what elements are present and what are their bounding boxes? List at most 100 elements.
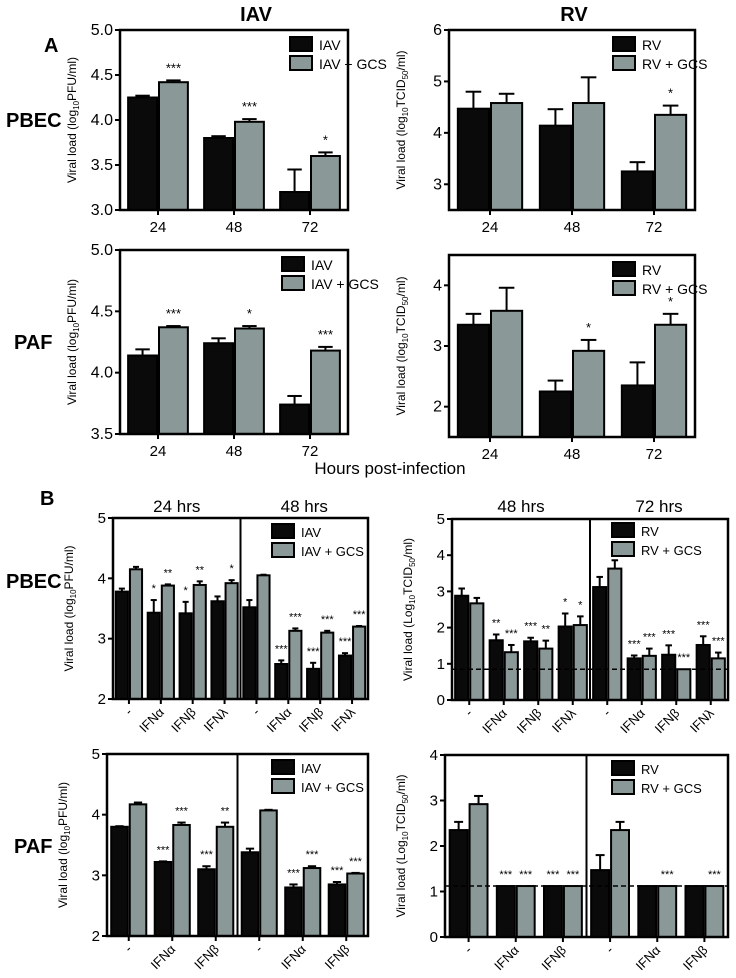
bar-infected (538, 390, 573, 438)
bar-infected (203, 137, 234, 211)
bar-infected (178, 612, 193, 700)
y-axis-label-part: 50 (401, 296, 410, 305)
y-axis-label-part: 10 (72, 100, 81, 109)
plot-frame (450, 517, 730, 702)
plot-frame (447, 28, 697, 212)
y-tick-label: 4 (430, 747, 438, 764)
significance-marker: *** (166, 60, 181, 75)
x-tick-label: 72 (302, 443, 319, 460)
x-tick-label: 48 (564, 219, 581, 236)
row-label-paf-a: PAF (14, 332, 53, 354)
bar-gcs (224, 582, 239, 700)
y-tick-label: 3 (98, 631, 106, 648)
y-axis-label-part: /ml) (394, 775, 408, 795)
significance-marker: *** (519, 869, 533, 881)
x-tick-label: IFNβ (680, 943, 711, 974)
bar-chart: 0 1 2 3 4 5 Viral load (Log10TCID50/ml) 48 hrs 7… (401, 497, 730, 736)
bar-infected (454, 594, 470, 702)
significance-marker: *** (339, 636, 353, 648)
y-tick-label: 3 (433, 338, 442, 355)
legend-label: RV (641, 524, 659, 539)
x-tick-label: - (462, 706, 476, 720)
significance-marker: *** (321, 614, 335, 626)
bar-infected (542, 885, 563, 938)
bar-gcs (320, 631, 335, 701)
bar-gcs (192, 583, 207, 700)
x-tick-label: IFNλ (687, 705, 717, 735)
row-label-paf-b: PAF (14, 836, 53, 858)
y-tick-label: 4.5 (91, 303, 113, 320)
row-label-pbec-b: PBEC (6, 571, 62, 593)
significance-marker: *** (353, 609, 367, 621)
x-tick-label: IFNβ (191, 942, 222, 973)
x-tick-label: - (121, 705, 135, 719)
significance-marker: * (229, 563, 234, 575)
significance-marker: ** (195, 564, 204, 576)
bar-gcs (256, 574, 271, 700)
bar-infected (448, 829, 469, 939)
bar-gcs (572, 102, 606, 211)
bar-infected (197, 868, 216, 937)
y-tick-label: 1 (430, 884, 438, 901)
panel-label-b: B (40, 488, 54, 510)
y-axis-label: Viral load (log10PFU/ml) (62, 545, 78, 671)
y-axis-label-part: Viral load (log (394, 116, 408, 189)
y-axis-label-part: 10 (72, 322, 81, 331)
significance-marker: *** (166, 306, 181, 321)
y-tick-label: 6 (433, 22, 442, 39)
y-axis-label-part: Viral load (log (62, 598, 76, 671)
y-axis-label: Viral load (log10TCID50/ml) (394, 277, 410, 416)
panel-label-a: A (44, 35, 58, 57)
bar-infected (538, 124, 573, 211)
significance-marker: * (152, 583, 157, 595)
significance-marker: *** (661, 869, 675, 881)
legend-label: RV (642, 37, 662, 53)
bar-infected (284, 886, 303, 938)
significance-marker: *** (643, 632, 657, 644)
significance-marker: *** (547, 869, 561, 881)
bar-infected (337, 654, 353, 700)
y-axis-label-part: Viral load (Log (401, 604, 415, 681)
legend-label: IAV (319, 37, 341, 53)
y-axis-label: Viral load (log10PFU/ml) (65, 279, 81, 405)
legend-swatch-gcs (271, 778, 295, 794)
bar-infected (242, 606, 257, 700)
legend-swatch-infected (271, 759, 295, 775)
bar-gcs (172, 823, 191, 937)
x-tick-label: IFNα (148, 941, 179, 972)
legend-label: IAV + GCS (319, 56, 387, 72)
y-tick-label: 4 (98, 570, 106, 587)
legend-label: IAV (301, 525, 321, 540)
significance-marker: * (578, 599, 583, 611)
significance-marker: *** (200, 849, 214, 861)
bar-chart: 2 3 4 5 Viral load (log10PFU/ml) 24 hrs 48 hrs… (62, 497, 370, 736)
y-tick-label: 3 (433, 176, 442, 193)
bar-gcs (468, 803, 489, 939)
x-tick-label: 24 (150, 219, 167, 236)
bar-infected (620, 170, 655, 212)
x-tick-label: IFNβ (168, 705, 199, 736)
legend-swatch-gcs (271, 542, 295, 558)
bar-gcs (158, 326, 189, 435)
significance-marker: * (586, 320, 591, 335)
y-axis-label-part: 10 (401, 333, 410, 342)
significance-marker: *** (349, 856, 363, 868)
y-axis-label-part: /ml) (394, 51, 408, 71)
bar-infected (146, 611, 161, 700)
bar-gcs (641, 654, 657, 701)
column-title-iav: IAV (240, 4, 273, 26)
bar-gcs (259, 809, 278, 937)
significance-marker: *** (307, 646, 321, 658)
legend-label: RV + GCS (642, 56, 708, 72)
bar-gcs (128, 568, 144, 700)
significance-marker: *** (306, 849, 320, 861)
significance-marker: *** (318, 327, 333, 342)
significance-marker: ** (164, 567, 173, 579)
bar-infected (456, 107, 490, 211)
y-tick-label: 2 (98, 691, 106, 708)
significance-marker: *** (662, 628, 676, 640)
y-tick-label: 5 (98, 510, 106, 527)
legend-swatch-infected (289, 36, 313, 52)
y-axis-label-part: PFU/ml) (56, 782, 70, 826)
